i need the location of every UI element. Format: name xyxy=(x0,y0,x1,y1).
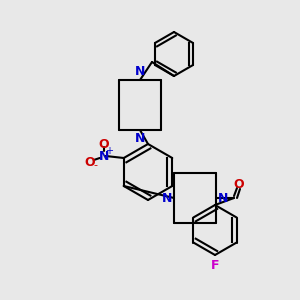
Text: O: O xyxy=(98,137,109,151)
Text: O: O xyxy=(84,155,95,169)
Text: N: N xyxy=(135,65,145,78)
Text: -: - xyxy=(94,160,98,170)
Text: F: F xyxy=(211,259,219,272)
Text: N: N xyxy=(162,191,172,205)
Text: +: + xyxy=(105,146,113,156)
Text: N: N xyxy=(99,149,109,163)
Text: N: N xyxy=(135,132,145,145)
Text: O: O xyxy=(234,178,244,190)
Text: N: N xyxy=(218,191,228,205)
